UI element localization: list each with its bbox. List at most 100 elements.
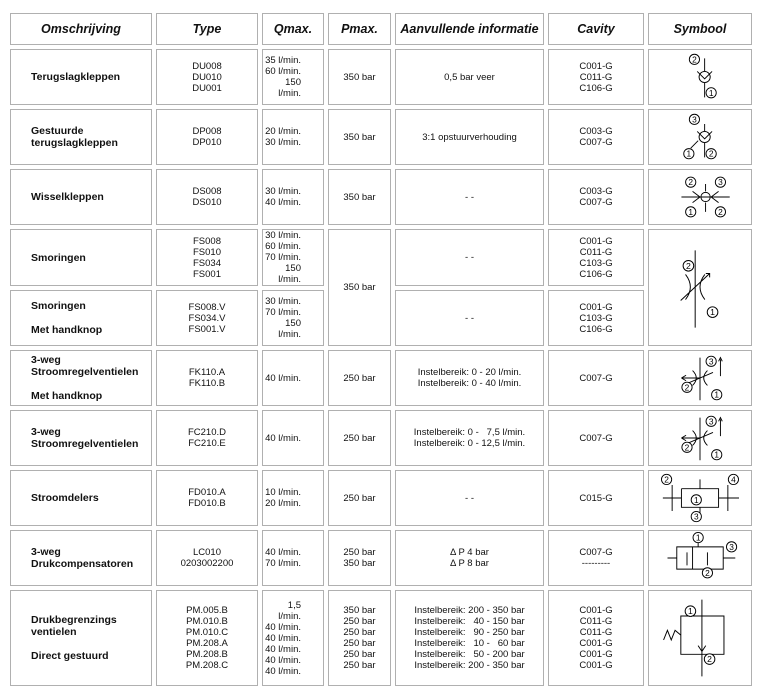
- info-line: 0,5 bar veer: [444, 71, 495, 83]
- symbol-ball: [698, 130, 711, 144]
- table-row: 3-weg Stroomregelventielen Met handknop FK1…: [10, 350, 752, 406]
- qmax-line: 1,5 l/min.: [278, 599, 301, 622]
- symbol-drawing: [690, 124, 713, 158]
- cavity-line: C011-G: [579, 246, 613, 258]
- cavity-line: C103-G: [579, 312, 613, 324]
- info-line: - -: [465, 252, 474, 263]
- port-circle: [705, 415, 717, 427]
- cavity-line: C106-G: [579, 82, 613, 94]
- qmax: 10 l/min. 20 l/min.: [262, 470, 324, 526]
- symbol: 3 2 1: [681, 415, 723, 461]
- pmax-line: 350 bar: [343, 71, 376, 83]
- port-label: 1: [710, 307, 715, 317]
- info: 3:1 opstuurverhouding: [395, 109, 544, 165]
- symbol: 2 4 1 3: [661, 473, 739, 523]
- info: Instelbereik: 0 - 20 l/min. Instelbereik:…: [395, 350, 544, 406]
- valve-table: Omschrijving Type Qmax. Pmax. Aanvullende in…: [6, 9, 756, 690]
- pmax-line: 250 bar: [343, 660, 376, 671]
- description-line: Wisselkleppen: [31, 191, 104, 203]
- symbol-cell: 3 1 2: [648, 109, 752, 165]
- cavity-line: C106-G: [579, 323, 613, 335]
- port-circle: [705, 148, 717, 160]
- table-row: Wisselkleppen DS008 DS010 30 l/min. 40 l/min…: [10, 169, 752, 225]
- pmax: 250 bar: [328, 470, 391, 526]
- header-cell: Pmax.: [328, 13, 391, 45]
- qmax-line: 40 l/min.: [265, 665, 301, 677]
- port-label: 3: [709, 416, 714, 426]
- cavity-line: C007-G: [579, 432, 613, 444]
- pmax-line: 350 bar: [343, 558, 376, 569]
- cavity-line: C007-G: [579, 137, 613, 148]
- qmax-line: 40 l/min.: [265, 621, 301, 633]
- type: FS008.V FS034.V FS001.V: [156, 290, 258, 346]
- port-label: 2: [707, 654, 712, 664]
- type-line: PM.208.B: [186, 649, 228, 660]
- info: Δ P 4 bar Δ P 8 bar: [395, 530, 544, 586]
- cavity: C007-G: [548, 410, 644, 466]
- port-circle: [683, 148, 695, 160]
- cavity: C007-G: [548, 350, 644, 406]
- symbol: 3 2 1: [681, 355, 723, 401]
- type-line: DS008: [192, 186, 222, 197]
- port-label: 1: [688, 606, 693, 616]
- port-label: 4: [731, 474, 736, 484]
- qmax-line: 10 l/min.: [265, 487, 301, 498]
- pmax-line: 250 bar: [343, 492, 376, 504]
- symbol-drawing: [663, 599, 725, 677]
- port-label: 3: [694, 512, 699, 522]
- cavity-line: C001-G: [579, 60, 613, 72]
- description-cell: Stroomdelers: [10, 470, 152, 526]
- cavity-line: C001-G: [579, 649, 613, 660]
- port-circle: [714, 176, 726, 188]
- symbol: 2 3 1 2: [681, 176, 730, 218]
- symbol-cell: 2 4 1 3: [648, 470, 752, 526]
- port-circle: [727, 473, 739, 485]
- qmax-line: 40 l/min.: [265, 643, 301, 655]
- cavity-line: C011-G: [579, 616, 613, 627]
- type: DS008 DS010: [156, 169, 258, 225]
- qmax-line: 40 l/min.: [265, 432, 301, 444]
- symbol: 3 1 2: [683, 113, 717, 160]
- type-line: FS008: [193, 235, 221, 247]
- table-row: Terugslagkleppen DU008 DU010 DU001 35 l/min.…: [10, 49, 752, 105]
- qmax: 20 l/min. 30 l/min.: [262, 109, 324, 165]
- port-label: 3: [709, 356, 714, 366]
- header-row: Omschrijving Type Qmax. Pmax. Aanvullende in…: [10, 13, 752, 45]
- port-label: 1: [714, 390, 719, 400]
- pmax: 350 bar: [328, 229, 391, 346]
- info-line: - -: [465, 492, 474, 504]
- cavity-line: C001-G: [579, 638, 613, 649]
- port-circle: [701, 567, 713, 579]
- type-line: DP010: [192, 137, 222, 148]
- description-line: Stroomregelventielen: [31, 438, 139, 450]
- type-line: PM.208.A: [186, 638, 228, 649]
- type: DU008 DU010 DU001: [156, 49, 258, 105]
- port-circle: [706, 306, 719, 318]
- cavity: C003-G C007-G: [548, 169, 644, 225]
- header-cell: Qmax.: [262, 13, 324, 45]
- type-line: FS008.V: [188, 301, 226, 313]
- port-circle: [714, 206, 726, 218]
- header-cell: Type: [156, 13, 258, 45]
- cavity-line: C001-G: [579, 235, 613, 247]
- symbol-drawing: [681, 416, 723, 461]
- description-cell: 3-weg Stroomregelventielen: [10, 410, 152, 466]
- port-circle: [685, 206, 697, 218]
- port-circle: [681, 441, 693, 453]
- type-line: FC210.E: [188, 438, 226, 449]
- type-line: DU010: [192, 71, 222, 83]
- pmax-line: 350 bar: [343, 605, 376, 616]
- type: FS008 FS010 FS034 FS001: [156, 229, 258, 286]
- cavity-line: C007-G: [579, 197, 613, 208]
- info: 0,5 bar veer: [395, 49, 544, 105]
- pmax-line: 250 bar: [343, 372, 376, 384]
- info-line: Instelbereik: 10 - 60 bar: [414, 638, 525, 649]
- symbol-drawing: [681, 356, 723, 401]
- pmax-line: 250 bar: [343, 649, 376, 660]
- port-label: 2: [686, 261, 691, 271]
- table-row: 3-weg Stroomregelventielen FC210.D FC210.E 4…: [10, 410, 752, 466]
- header-cell: Aanvullende informatie: [395, 13, 544, 45]
- type-line: FK110.A: [188, 367, 226, 378]
